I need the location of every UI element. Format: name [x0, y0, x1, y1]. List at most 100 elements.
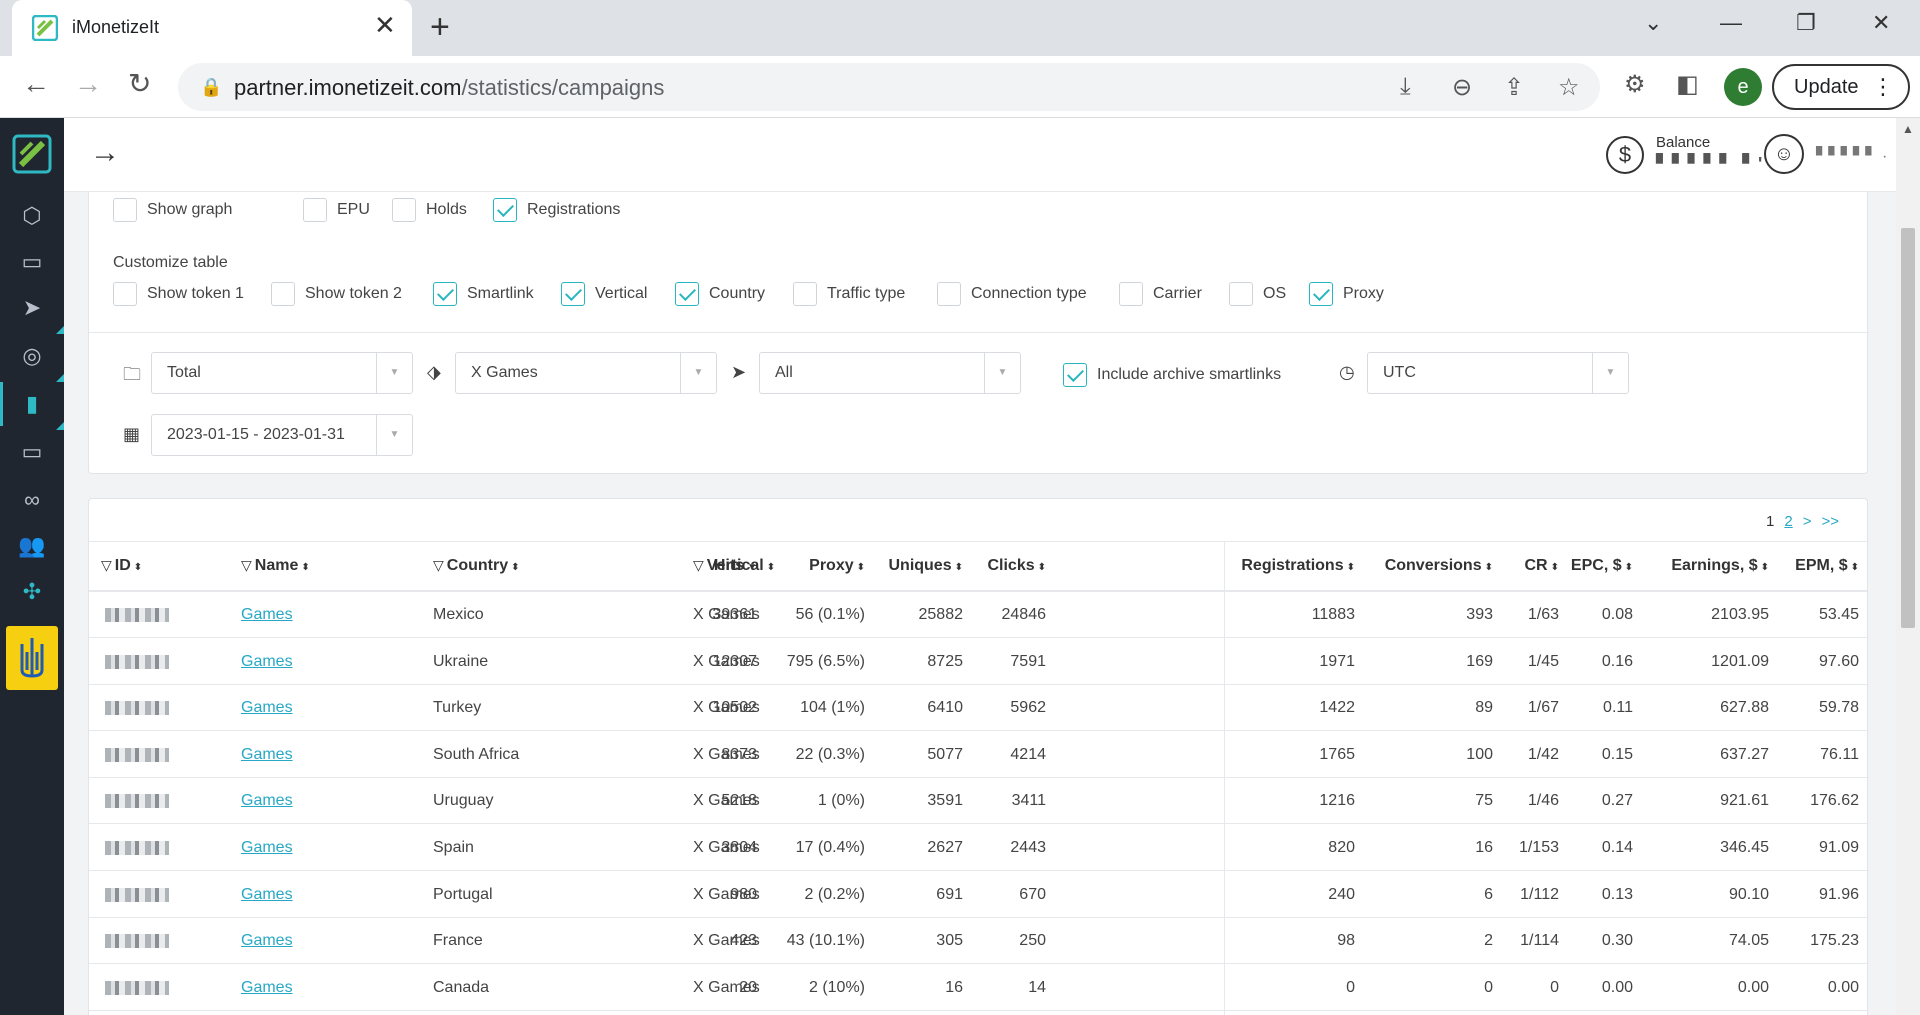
- include-archive-smartlinks-checkbox[interactable]: Include archive smartlinks: [1063, 363, 1281, 387]
- page-2[interactable]: 2: [1784, 513, 1793, 530]
- col-uniques[interactable]: Uniques ⬍: [888, 557, 963, 574]
- tag-select[interactable]: X Games ▼: [455, 352, 717, 394]
- customize-table-label: Customize table: [113, 254, 228, 271]
- page-scrollbar[interactable]: ▲: [1896, 118, 1920, 1015]
- next-page[interactable]: >: [1802, 513, 1812, 530]
- tab-search-chevron-icon[interactable]: ⌄: [1644, 10, 1663, 35]
- proxy-checkbox[interactable]: Proxy: [1309, 282, 1384, 306]
- timezone-select[interactable]: UTC ▼: [1367, 352, 1629, 394]
- col-id[interactable]: ▽ ID ⬍: [101, 557, 143, 574]
- new-tab-icon[interactable]: +: [430, 8, 450, 46]
- col-hits[interactable]: Hits ▼: [713, 557, 757, 574]
- cell-earnings: 921.61: [1720, 792, 1769, 810]
- cell-name[interactable]: Games: [241, 699, 293, 717]
- cell-name[interactable]: Games: [241, 606, 293, 623]
- last-page[interactable]: >>: [1821, 513, 1839, 530]
- col-clicks[interactable]: Clicks ⬍: [987, 557, 1046, 574]
- epu-checkbox[interactable]: EPU: [303, 198, 370, 222]
- cell-hits: 20: [739, 978, 757, 996]
- cell-name[interactable]: Games: [241, 652, 293, 670]
- col-epm[interactable]: EPM, $ ⬍: [1795, 557, 1859, 574]
- close-window-icon[interactable]: ✕: [1872, 10, 1891, 35]
- smartlink-checkbox[interactable]: Smartlink: [433, 282, 534, 306]
- cell-name[interactable]: Games: [241, 885, 293, 903]
- minimize-icon[interactable]: —: [1720, 10, 1742, 35]
- reload-icon[interactable]: ↻: [128, 68, 152, 99]
- col-name[interactable]: ▽ Name ⬍: [241, 557, 310, 574]
- connection-type-checkbox[interactable]: Connection type: [937, 282, 1087, 306]
- extensions-puzzle-icon[interactable]: ⚙: [1624, 71, 1646, 98]
- show-token-1-checkbox[interactable]: Show token 1: [113, 282, 244, 306]
- col-earnings[interactable]: Earnings, $ ⬍: [1671, 557, 1769, 574]
- sidebar-statistics-icon[interactable]: ▮: [0, 382, 64, 426]
- cell-name[interactable]: Games: [241, 792, 293, 810]
- page-1[interactable]: 1: [1766, 513, 1775, 530]
- sort-icon: ⬍: [1624, 562, 1633, 573]
- restore-icon[interactable]: ❐: [1796, 10, 1816, 35]
- vertical-checkbox[interactable]: Vertical: [561, 282, 647, 306]
- cell-proxy: 104 (1%): [800, 699, 865, 717]
- address-bar[interactable]: 🔒 partner.imonetizeit.com/statistics/cam…: [178, 63, 1600, 111]
- side-panel-icon[interactable]: ◧: [1676, 71, 1699, 98]
- cell-hits: 8373: [721, 745, 757, 763]
- lock-icon[interactable]: 🔒: [200, 77, 223, 97]
- scroll-thumb[interactable]: [1901, 228, 1915, 628]
- sidebar-send-icon[interactable]: ➤: [22, 295, 42, 320]
- browser-tab[interactable]: iMonetizeIt ✕: [12, 0, 412, 56]
- sidebar-target-icon[interactable]: ◎: [22, 343, 42, 368]
- date-range-picker[interactable]: 2023-01-15 - 2023-01-31 ▼: [151, 414, 413, 456]
- menu-dots-icon[interactable]: ⋮: [1872, 74, 1894, 99]
- cell-name[interactable]: Games: [241, 839, 293, 856]
- zoom-out-icon[interactable]: ⊖: [1452, 74, 1473, 101]
- forward-icon[interactable]: →: [74, 68, 102, 99]
- cell-epc: 0.11: [1603, 699, 1633, 717]
- smartlink-select[interactable]: All ▼: [759, 352, 1021, 394]
- country-checkbox[interactable]: Country: [675, 282, 765, 306]
- share-icon[interactable]: ⇪: [1504, 74, 1525, 101]
- ukraine-trident-icon[interactable]: [6, 626, 58, 690]
- user-avatar-icon[interactable]: ☺: [1764, 134, 1804, 174]
- col-cr[interactable]: CR ⬍: [1524, 557, 1560, 574]
- tab-close-icon[interactable]: ✕: [374, 10, 396, 40]
- clock-icon: ◷: [1339, 362, 1355, 382]
- show-token-2-checkbox[interactable]: Show token 2: [271, 282, 402, 306]
- app-logo-icon[interactable]: [12, 134, 52, 174]
- registrations-checkbox[interactable]: Registrations: [493, 198, 620, 222]
- traffic-type-checkbox[interactable]: Traffic type: [793, 282, 905, 306]
- cell-name[interactable]: Games: [241, 745, 293, 763]
- carrier-checkbox[interactable]: Carrier: [1119, 282, 1202, 306]
- col-epc[interactable]: EPC, $ ⬍: [1570, 557, 1633, 574]
- sidebar-links-icon[interactable]: ∞: [24, 487, 40, 512]
- user-name[interactable]: ▘▘▘▘▘ ·: [1816, 148, 1888, 165]
- install-app-icon[interactable]: ⤓: [1400, 73, 1411, 100]
- sidebar-expand-indicator: [56, 326, 64, 334]
- url-text[interactable]: partner.imonetizeit.com/statistics/campa…: [234, 75, 665, 100]
- bookmark-star-icon[interactable]: ☆: [1558, 74, 1580, 101]
- sidebar-tools-icon[interactable]: ✣: [22, 579, 42, 604]
- show-graph-checkbox[interactable]: Show graph: [113, 198, 232, 222]
- col-conversions[interactable]: Conversions ⬍: [1384, 557, 1493, 574]
- cell-name[interactable]: Games: [241, 978, 293, 996]
- sidebar-offers-cube-icon[interactable]: ⬡: [22, 203, 42, 228]
- cell-hits: 5218: [721, 792, 757, 810]
- table-row: Games Portugal X Games 980 2 (0.2%) 691 670 240…: [89, 872, 1867, 918]
- update-button[interactable]: Update ⋮: [1772, 64, 1910, 110]
- collapse-sidebar-arrow-icon[interactable]: →: [90, 136, 120, 169]
- group-select[interactable]: Total ▼: [151, 352, 413, 394]
- back-icon[interactable]: ←: [22, 68, 50, 99]
- col-vertical[interactable]: ▽ Vertical ⬍: [693, 557, 776, 574]
- cell-epc: 0.16: [1601, 652, 1633, 670]
- col-proxy[interactable]: Proxy ⬍: [809, 557, 865, 574]
- browser-toolbar: ← → ↻ 🔒 partner.imonetizeit.com/statisti…: [0, 56, 1920, 118]
- sidebar-payments-card-icon[interactable]: ▭: [21, 439, 43, 464]
- sort-icon: ⬍: [954, 562, 963, 573]
- col-registrations[interactable]: Registrations ⬍: [1241, 557, 1355, 574]
- sidebar-monitor-icon[interactable]: ▭: [21, 249, 43, 274]
- cell-name[interactable]: Games: [241, 932, 293, 950]
- holds-checkbox[interactable]: Holds: [392, 198, 467, 222]
- col-country[interactable]: ▽ Country ⬍: [433, 557, 520, 574]
- sidebar-referrals-users-icon[interactable]: 👥: [18, 533, 46, 558]
- scroll-up-arrow-icon[interactable]: ▲: [1902, 122, 1914, 136]
- os-checkbox[interactable]: OS: [1229, 282, 1286, 306]
- profile-avatar[interactable]: e: [1724, 68, 1762, 106]
